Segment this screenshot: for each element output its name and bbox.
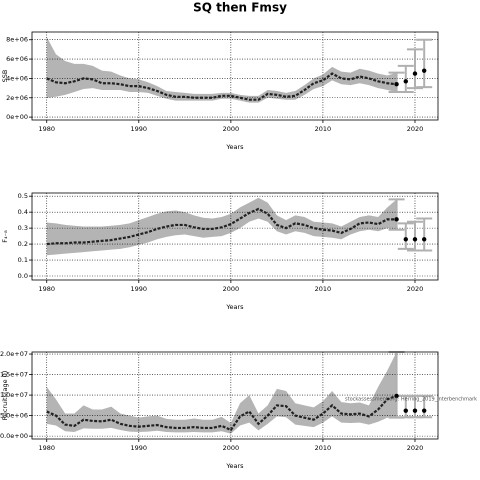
plot-frame <box>31 31 439 121</box>
x-tick-label: 2010 <box>315 285 332 293</box>
x-tick-label: 2010 <box>315 125 332 133</box>
projection-point <box>394 217 399 222</box>
projection-point <box>394 393 399 399</box>
projection-point <box>394 82 399 87</box>
x-tick-label: 2020 <box>407 285 424 293</box>
y-tick-label: 0.5 <box>18 192 28 200</box>
x-tick-label: 1980 <box>38 444 55 452</box>
projection-point <box>412 408 418 413</box>
median-line <box>46 207 397 246</box>
projection-point <box>421 408 427 413</box>
y-tick-label: 6e+06 <box>6 55 28 63</box>
x-axis-label: Years <box>225 303 244 311</box>
y-axis-label: SSB <box>1 70 9 83</box>
y-tick-label: 0.3 <box>18 224 28 232</box>
y-tick-label: 0.2 <box>18 240 28 248</box>
x-axis-label: Years <box>225 143 244 151</box>
x-tick-label: 2010 <box>315 444 332 452</box>
y-tick-label: 2.0e+07 <box>0 350 28 358</box>
x-tick-label: 2020 <box>407 125 424 133</box>
y-axis-label: Recruits(age 0) <box>1 371 9 421</box>
x-tick-label: 2000 <box>223 125 240 133</box>
confidence-band <box>46 352 397 434</box>
x-tick-label: 2000 <box>223 444 240 452</box>
y-tick-label: 5.0e+06 <box>0 412 28 420</box>
projection-point <box>403 79 408 84</box>
x-tick-label: 1980 <box>38 125 55 133</box>
figure-title: SQ then Fmsy <box>193 1 287 15</box>
y-axis-label: F₄₋₈ <box>1 230 9 243</box>
y-tick-label: 1.0e+07 <box>0 391 28 399</box>
plot-frame <box>31 192 439 281</box>
x-axis-label: Years <box>225 462 244 470</box>
x-tick-label: 2000 <box>223 285 240 293</box>
x-tick-label: 1990 <box>131 125 148 133</box>
y-tick-label: 1.5e+07 <box>0 371 28 379</box>
x-tick-label: 1980 <box>38 285 55 293</box>
projection-point <box>421 237 427 242</box>
median-line <box>46 72 397 101</box>
y-tick-label: 0.0e+00 <box>0 432 28 440</box>
plot-frame <box>31 351 439 440</box>
x-tick-label: 2020 <box>407 444 424 452</box>
x-tick-label: 1990 <box>131 444 148 452</box>
median-line <box>46 394 397 432</box>
projection-point <box>412 237 418 242</box>
confidence-band <box>46 36 397 103</box>
projection-point <box>412 71 418 76</box>
y-tick-label: 0.1 <box>18 256 28 264</box>
projection-point <box>421 68 427 73</box>
x-tick-label: 1990 <box>131 285 148 293</box>
y-tick-label: 0.0 <box>18 272 28 280</box>
y-tick-label: 2e+06 <box>6 94 28 102</box>
y-tick-label: 0.4 <box>18 208 28 216</box>
projection-point <box>403 408 408 413</box>
y-tick-label: 0e+00 <box>6 113 28 121</box>
annotation: stockassessment.org: Herring_2019_interb… <box>345 397 477 403</box>
y-tick-label: 4e+06 <box>6 74 28 82</box>
y-tick-label: 8e+06 <box>6 36 28 44</box>
projection-point <box>403 237 408 242</box>
